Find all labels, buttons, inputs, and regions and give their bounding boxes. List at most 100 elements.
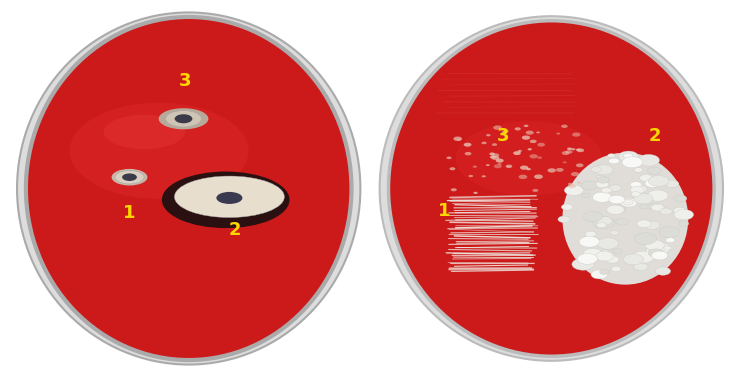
Ellipse shape xyxy=(70,103,249,199)
Ellipse shape xyxy=(562,151,570,155)
Ellipse shape xyxy=(524,125,528,127)
Ellipse shape xyxy=(449,167,455,170)
Ellipse shape xyxy=(491,156,500,160)
Ellipse shape xyxy=(166,110,201,127)
Ellipse shape xyxy=(599,269,610,274)
Ellipse shape xyxy=(640,204,649,209)
Ellipse shape xyxy=(593,192,612,202)
Ellipse shape xyxy=(631,192,640,196)
Ellipse shape xyxy=(634,168,643,172)
Ellipse shape xyxy=(526,168,531,170)
Ellipse shape xyxy=(609,185,622,192)
Ellipse shape xyxy=(609,158,619,164)
Ellipse shape xyxy=(648,249,664,257)
Ellipse shape xyxy=(494,164,502,168)
Ellipse shape xyxy=(581,181,598,190)
Ellipse shape xyxy=(586,235,593,239)
Ellipse shape xyxy=(26,17,351,360)
Ellipse shape xyxy=(596,175,605,180)
Ellipse shape xyxy=(175,114,192,123)
Ellipse shape xyxy=(388,21,714,356)
Ellipse shape xyxy=(561,124,568,128)
Text: 2: 2 xyxy=(649,127,661,145)
Ellipse shape xyxy=(456,121,602,195)
Ellipse shape xyxy=(594,165,613,175)
Ellipse shape xyxy=(457,139,461,141)
Ellipse shape xyxy=(648,190,668,201)
Ellipse shape xyxy=(596,251,613,261)
Ellipse shape xyxy=(519,175,528,179)
Ellipse shape xyxy=(571,148,576,150)
Ellipse shape xyxy=(522,135,530,140)
Ellipse shape xyxy=(562,161,567,163)
Ellipse shape xyxy=(651,204,664,211)
Ellipse shape xyxy=(596,181,609,188)
Ellipse shape xyxy=(568,183,573,185)
Ellipse shape xyxy=(530,139,536,143)
Ellipse shape xyxy=(597,238,619,249)
Ellipse shape xyxy=(493,126,502,130)
Ellipse shape xyxy=(577,254,597,264)
Text: 1: 1 xyxy=(124,204,135,222)
Ellipse shape xyxy=(465,152,471,155)
Ellipse shape xyxy=(486,134,491,136)
Ellipse shape xyxy=(585,231,596,237)
Ellipse shape xyxy=(572,132,580,137)
Text: 1: 1 xyxy=(438,202,450,220)
Ellipse shape xyxy=(648,175,669,187)
Ellipse shape xyxy=(679,221,689,226)
Ellipse shape xyxy=(619,151,639,162)
Ellipse shape xyxy=(454,136,462,141)
Ellipse shape xyxy=(446,156,451,159)
Ellipse shape xyxy=(525,130,534,135)
Ellipse shape xyxy=(520,166,528,170)
Ellipse shape xyxy=(514,127,521,130)
Ellipse shape xyxy=(492,143,497,146)
Ellipse shape xyxy=(648,167,661,174)
Ellipse shape xyxy=(528,148,532,150)
Ellipse shape xyxy=(666,238,675,243)
Ellipse shape xyxy=(514,151,521,155)
Ellipse shape xyxy=(576,163,584,167)
Ellipse shape xyxy=(602,188,612,193)
Ellipse shape xyxy=(639,175,653,181)
Ellipse shape xyxy=(634,233,656,245)
Ellipse shape xyxy=(496,159,504,162)
Ellipse shape xyxy=(216,192,243,204)
Ellipse shape xyxy=(591,270,608,279)
Ellipse shape xyxy=(674,210,693,220)
Ellipse shape xyxy=(645,240,665,250)
Ellipse shape xyxy=(646,246,665,256)
Text: 2: 2 xyxy=(229,221,241,239)
Ellipse shape xyxy=(655,267,670,275)
Ellipse shape xyxy=(17,12,360,365)
Ellipse shape xyxy=(623,153,633,158)
Ellipse shape xyxy=(576,149,581,151)
Ellipse shape xyxy=(380,16,723,361)
Ellipse shape xyxy=(504,130,509,133)
Ellipse shape xyxy=(630,186,645,194)
Ellipse shape xyxy=(158,108,209,129)
Ellipse shape xyxy=(565,150,573,154)
Ellipse shape xyxy=(605,256,619,263)
Ellipse shape xyxy=(451,188,457,191)
Ellipse shape xyxy=(638,155,659,166)
Ellipse shape xyxy=(611,266,621,271)
Ellipse shape xyxy=(602,250,609,254)
Ellipse shape xyxy=(482,142,487,144)
Text: 3: 3 xyxy=(179,72,191,90)
Ellipse shape xyxy=(537,156,542,159)
Ellipse shape xyxy=(474,192,478,194)
Ellipse shape xyxy=(489,152,495,155)
Ellipse shape xyxy=(583,248,602,259)
Ellipse shape xyxy=(556,168,564,172)
Ellipse shape xyxy=(613,248,622,254)
Ellipse shape xyxy=(112,169,147,185)
Ellipse shape xyxy=(620,198,637,207)
Ellipse shape xyxy=(115,170,144,184)
Ellipse shape xyxy=(648,242,670,254)
Ellipse shape xyxy=(633,185,647,193)
Ellipse shape xyxy=(567,147,572,150)
Ellipse shape xyxy=(659,227,679,238)
Ellipse shape xyxy=(175,176,284,218)
